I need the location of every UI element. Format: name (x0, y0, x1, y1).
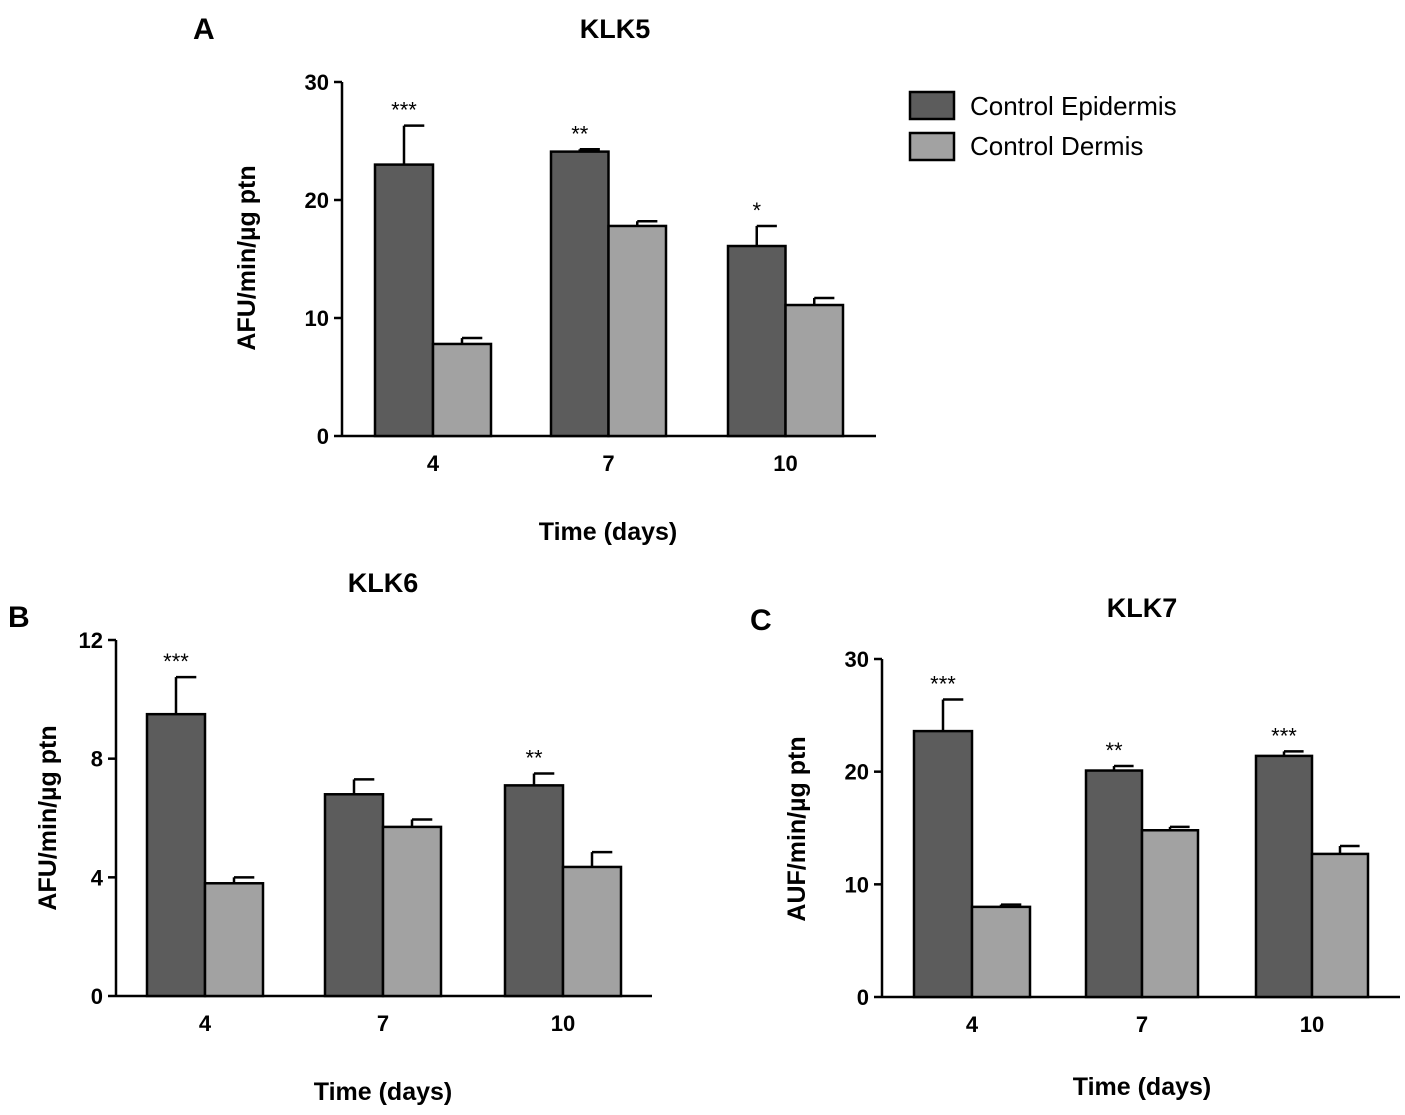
y-tick-label-klk6: 4 (91, 865, 104, 890)
x-tick-label-klk7: 10 (1300, 1012, 1324, 1037)
bar-klk6-epidermis-10 (503, 784, 565, 998)
significance-label-klk7: ** (1105, 738, 1123, 763)
x-axis-title-klk6: Time (days) (314, 1078, 452, 1106)
plot-area-klk5: 0 10 20 30 *** 4 ** 7 * 10 (305, 70, 876, 476)
chart-title-klk5: KLK5 (580, 14, 651, 44)
significance-label-klk5: * (752, 198, 761, 223)
bar-klk7-epidermis-10 (1254, 754, 1314, 999)
legend-label-dermis: Control Dermis (970, 131, 1143, 161)
bar-klk7-dermis-4 (970, 905, 1032, 999)
x-tick-label-klk5: 4 (427, 451, 440, 476)
x-tick-label-klk5: 10 (773, 451, 797, 476)
bar-klk7-epidermis-4 (912, 729, 974, 999)
bar-klk7-epidermis-7 (1084, 769, 1144, 999)
significance-label-klk6: *** (163, 649, 189, 674)
x-tick-label-klk7: 4 (966, 1012, 979, 1037)
bar-klk7-dermis-10 (1310, 852, 1370, 999)
legend: Control Epidermis Control Dermis (908, 90, 1177, 162)
panel-c: C KLK7 0 10 20 30 *** 4 ** 7 *** 10 AUF/min/µg pt… (750, 593, 1400, 1101)
chart-title-klk6: KLK6 (348, 568, 419, 598)
legend-swatch-epidermis (908, 90, 956, 121)
legend-swatch-dermis (908, 131, 956, 162)
y-tick-label-klk5: 0 (317, 424, 329, 449)
bar-klk5-epidermis-7 (549, 150, 610, 438)
significance-label-klk5: ** (571, 121, 589, 146)
panel-b: B KLK6 0 4 8 12 *** 4 7 ** 10 AFU/min/µg ptn Tim… (8, 568, 652, 1106)
bar-klk5-dermis-4 (431, 342, 493, 438)
bar-klk5-epidermis-10 (726, 244, 787, 438)
y-axis-title-klk7: AUF/min/µg ptn (783, 736, 811, 921)
panel-letter-c: C (750, 604, 772, 637)
x-tick-label-klk5: 7 (602, 451, 614, 476)
significance-label-klk7: *** (930, 672, 956, 697)
bar-klk6-dermis-7 (381, 825, 443, 998)
y-tick-label-klk5: 30 (305, 70, 329, 95)
x-axis-title-klk7: Time (days) (1073, 1073, 1211, 1101)
y-tick-label-klk5: 20 (305, 188, 329, 213)
significance-label-klk5: *** (391, 98, 417, 123)
y-tick-label-klk7: 0 (857, 985, 869, 1010)
x-tick-label-klk7: 7 (1136, 1012, 1148, 1037)
y-tick-label-klk7: 30 (845, 647, 869, 672)
chart-title-klk7: KLK7 (1107, 593, 1178, 623)
x-tick-label-klk6: 10 (551, 1011, 575, 1036)
y-axis-title-klk5: AFU/min/µg ptn (233, 165, 261, 350)
x-tick-label-klk6: 7 (377, 1011, 389, 1036)
y-tick-label-klk6: 12 (79, 628, 103, 653)
bar-klk5-dermis-7 (607, 224, 668, 438)
y-tick-label-klk7: 20 (845, 760, 869, 785)
bar-klk7-dermis-7 (1140, 829, 1200, 999)
bar-klk6-epidermis-7 (323, 793, 385, 998)
panel-letter-a: A (193, 13, 215, 46)
panel-letter-b: B (8, 601, 30, 634)
significance-label-klk6: ** (525, 746, 543, 771)
legend-label-epidermis: Control Epidermis (970, 91, 1177, 121)
y-tick-label-klk7: 10 (845, 872, 869, 897)
significance-label-klk7: *** (1271, 723, 1297, 748)
bar-klk6-epidermis-4 (145, 712, 207, 998)
bar-klk6-dermis-4 (203, 882, 265, 998)
bar-klk6-dermis-10 (561, 865, 623, 998)
x-axis-title-klk5: Time (days) (539, 518, 677, 546)
y-tick-label-klk6: 8 (91, 747, 103, 772)
bar-klk5-dermis-10 (784, 303, 845, 438)
x-tick-label-klk6: 4 (199, 1011, 212, 1036)
y-tick-label-klk5: 10 (305, 306, 329, 331)
y-tick-label-klk6: 0 (91, 984, 103, 1009)
y-axis-title-klk6: AFU/min/µg ptn (34, 725, 62, 910)
plot-area-klk7: 0 10 20 30 *** 4 ** 7 *** 10 (845, 647, 1400, 1037)
bar-klk5-epidermis-4 (373, 163, 435, 438)
plot-area-klk6: 0 4 8 12 *** 4 7 ** 10 (79, 628, 652, 1036)
